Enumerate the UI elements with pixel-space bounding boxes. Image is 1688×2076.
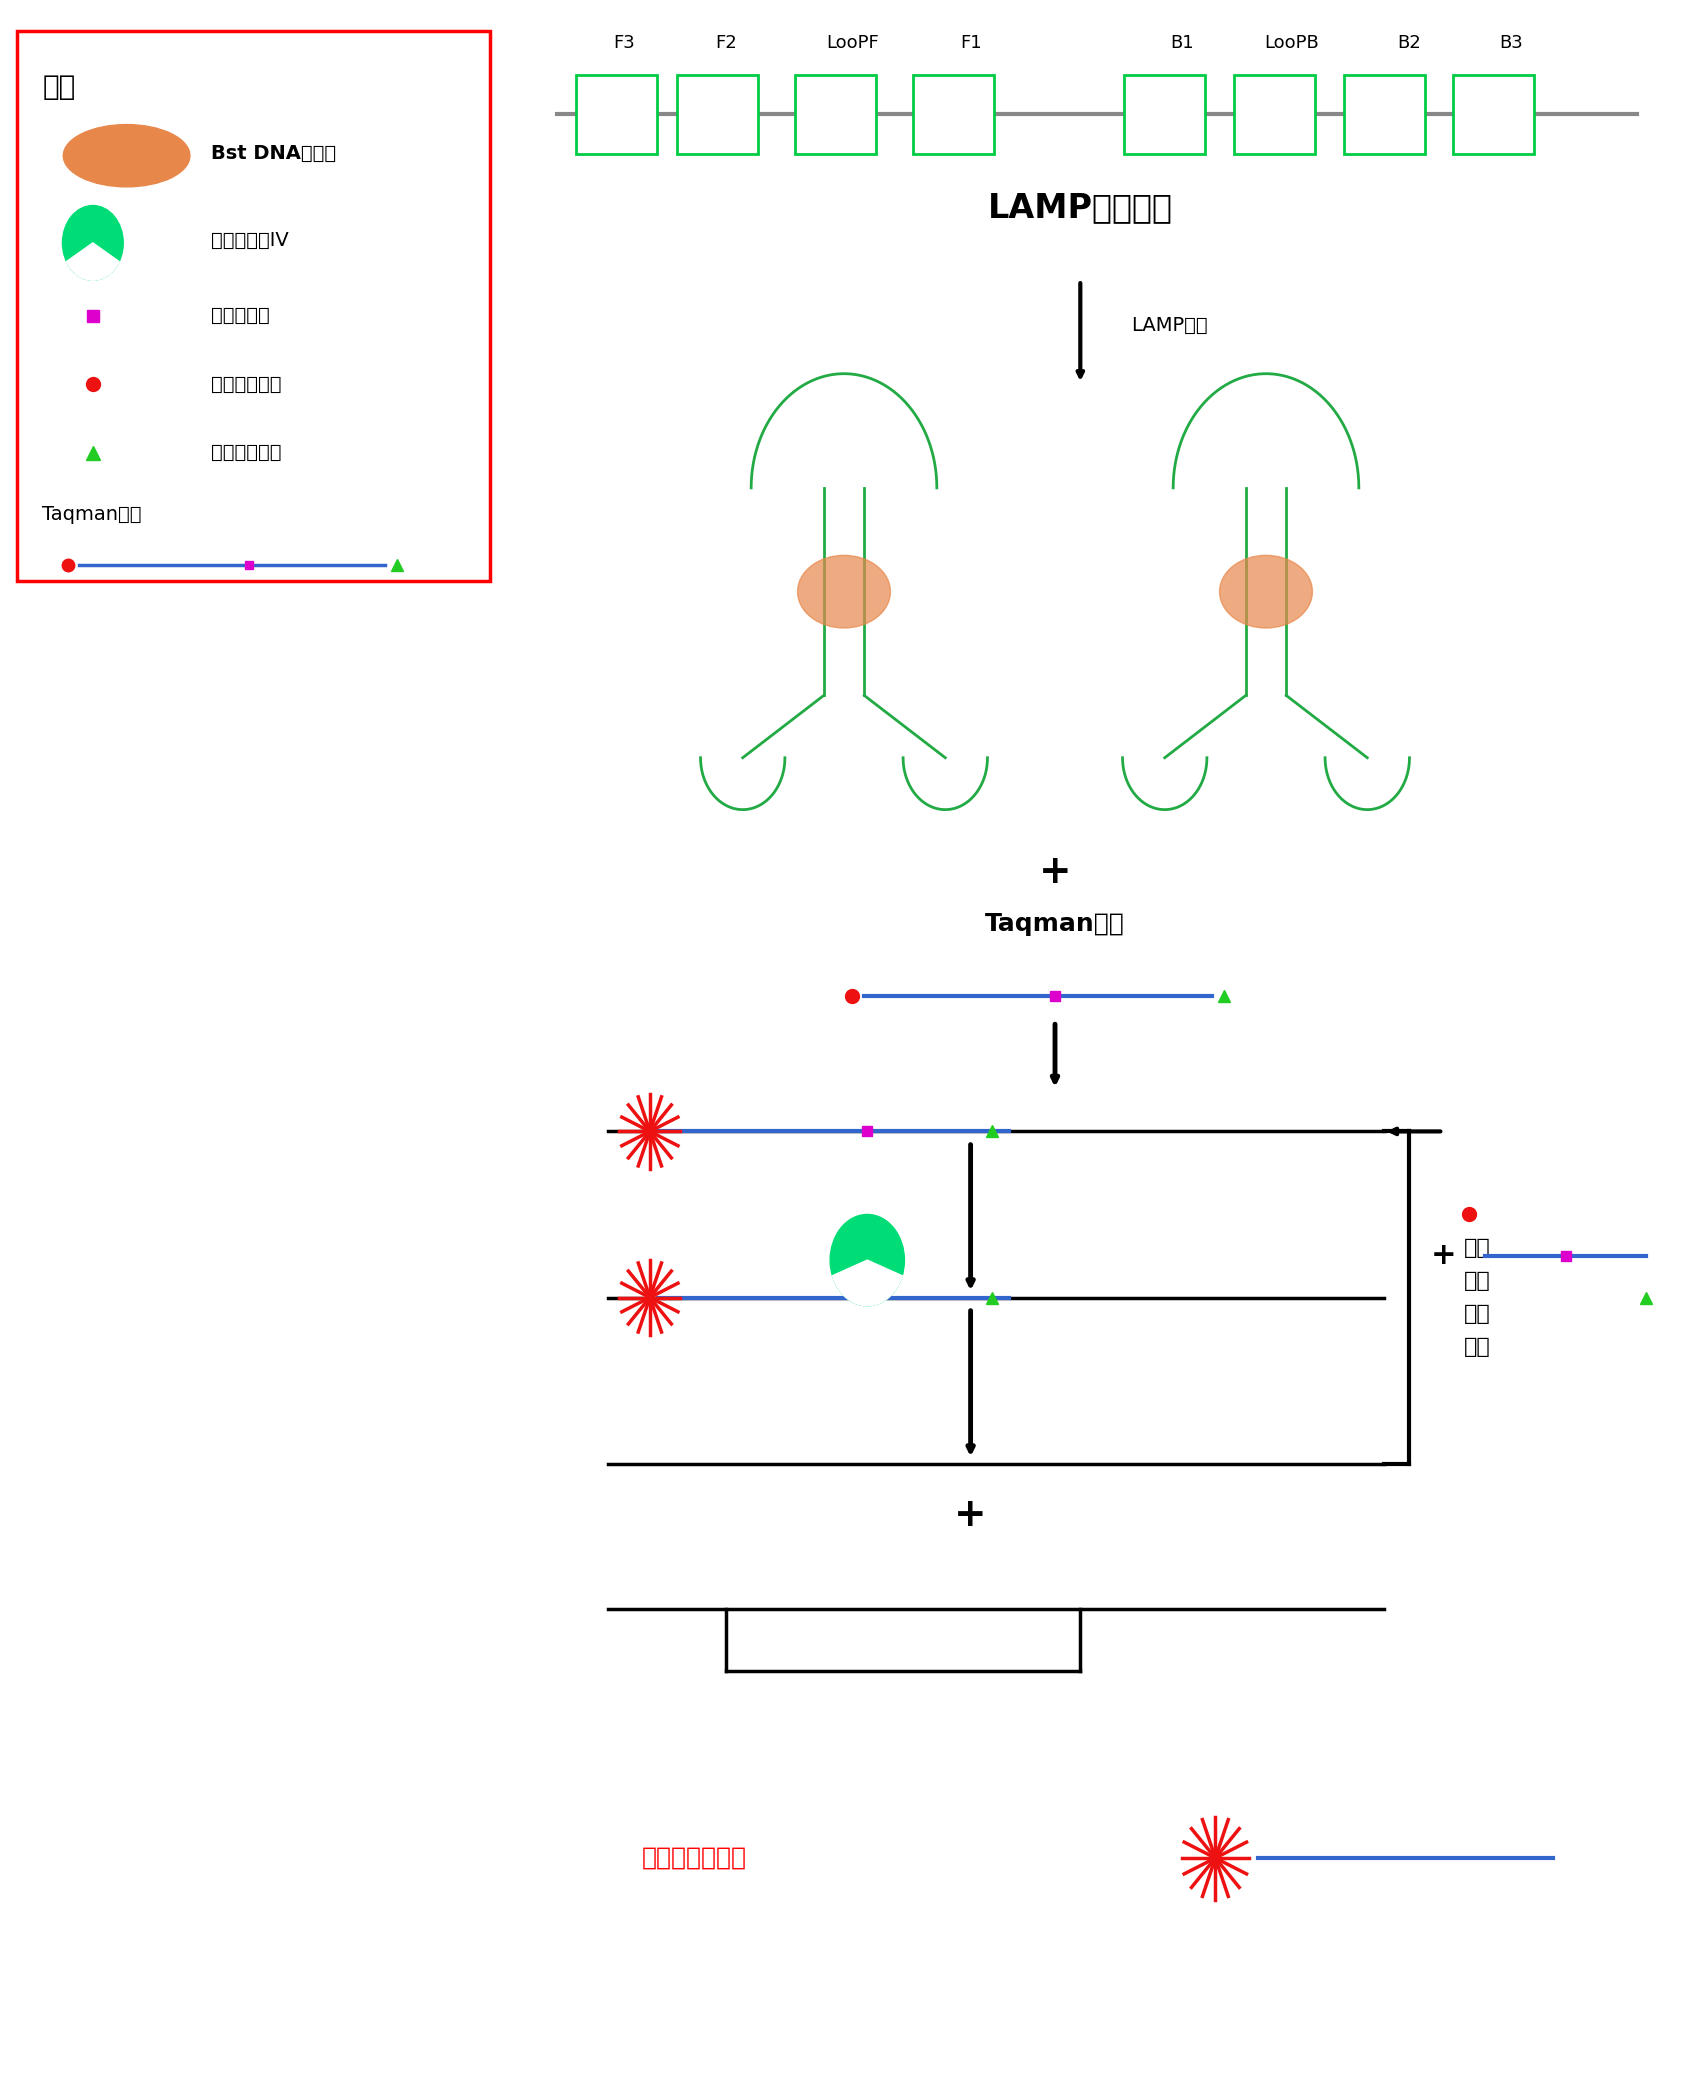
Text: Taqman探针: Taqman探针 — [42, 504, 142, 525]
Text: LAMP反应体系: LAMP反应体系 — [987, 191, 1173, 224]
Text: LooPB: LooPB — [1264, 33, 1318, 52]
Circle shape — [830, 1214, 905, 1306]
Wedge shape — [66, 243, 120, 280]
Ellipse shape — [797, 554, 891, 627]
Text: 内切核酸酶IV: 内切核酸酶IV — [211, 230, 289, 251]
FancyBboxPatch shape — [795, 75, 876, 154]
Text: 图例: 图例 — [42, 73, 76, 100]
FancyBboxPatch shape — [1124, 75, 1205, 154]
Text: LooPF: LooPF — [825, 33, 879, 52]
Text: 无础基位点: 无础基位点 — [211, 305, 270, 326]
Text: Bst DNA聚合酶: Bst DNA聚合酶 — [211, 143, 336, 164]
Text: F2: F2 — [716, 33, 736, 52]
Wedge shape — [832, 1260, 901, 1306]
Text: LAMP扩增: LAMP扩增 — [1131, 316, 1207, 336]
Ellipse shape — [1219, 554, 1313, 627]
Text: 累积的荧光信号: 累积的荧光信号 — [641, 1846, 746, 1870]
Text: Taqman探针: Taqman探针 — [986, 911, 1124, 936]
Text: +: + — [1430, 1241, 1457, 1271]
Text: 荧光发射基团: 荧光发射基团 — [211, 374, 282, 394]
Text: B3: B3 — [1499, 33, 1523, 52]
Text: F1: F1 — [960, 33, 981, 52]
Text: +: + — [954, 1497, 987, 1534]
Text: +: + — [1038, 853, 1072, 891]
Text: F3: F3 — [614, 33, 635, 52]
Text: B2: B2 — [1398, 33, 1421, 52]
FancyBboxPatch shape — [576, 75, 657, 154]
Ellipse shape — [62, 125, 189, 187]
FancyBboxPatch shape — [1234, 75, 1315, 154]
FancyBboxPatch shape — [17, 31, 490, 581]
Circle shape — [62, 206, 123, 280]
Text: 荧光
信号
释放
循环: 荧光 信号 释放 循环 — [1463, 1237, 1491, 1358]
FancyBboxPatch shape — [913, 75, 994, 154]
FancyBboxPatch shape — [677, 75, 758, 154]
FancyBboxPatch shape — [1453, 75, 1534, 154]
Text: B1: B1 — [1170, 33, 1193, 52]
Text: 荧光淣灭基团: 荧光淣灭基团 — [211, 442, 282, 463]
FancyBboxPatch shape — [1344, 75, 1425, 154]
